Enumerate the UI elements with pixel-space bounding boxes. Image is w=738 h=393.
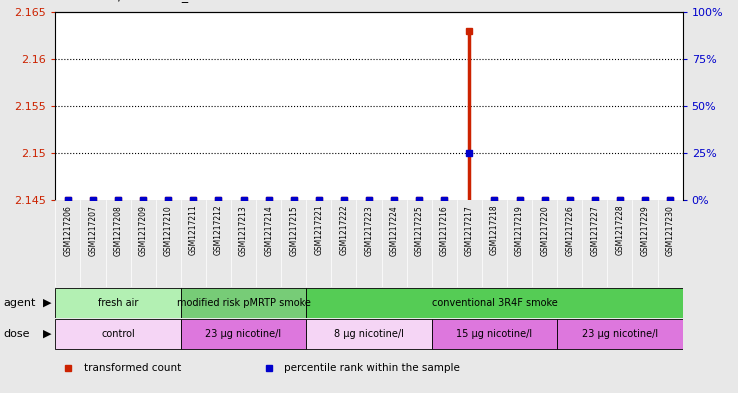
- Bar: [306, 288, 683, 318]
- Text: GSM1217207: GSM1217207: [89, 205, 97, 255]
- Text: GSM1217227: GSM1217227: [590, 205, 599, 255]
- Bar: [55, 288, 181, 318]
- Text: conventional 3R4F smoke: conventional 3R4F smoke: [432, 298, 557, 308]
- Text: 23 μg nicotine/l: 23 μg nicotine/l: [582, 329, 658, 339]
- Text: fresh air: fresh air: [98, 298, 138, 308]
- Text: 15 μg nicotine/l: 15 μg nicotine/l: [456, 329, 533, 339]
- Text: GSM1217216: GSM1217216: [440, 205, 449, 255]
- Text: GSM1217214: GSM1217214: [264, 205, 273, 255]
- Text: dose: dose: [4, 329, 30, 339]
- Bar: [55, 319, 181, 349]
- Text: ▶: ▶: [43, 298, 52, 308]
- Text: GSM1217213: GSM1217213: [239, 205, 248, 255]
- Text: modified risk pMRTP smoke: modified risk pMRTP smoke: [176, 298, 311, 308]
- Text: GSM1217212: GSM1217212: [214, 205, 223, 255]
- Bar: [181, 288, 306, 318]
- Text: GSM1217218: GSM1217218: [490, 205, 499, 255]
- Text: GSM1217224: GSM1217224: [390, 205, 399, 255]
- Text: GSM1217206: GSM1217206: [63, 205, 72, 255]
- Text: GSM1217229: GSM1217229: [641, 205, 649, 255]
- Text: GSM1217217: GSM1217217: [465, 205, 474, 255]
- Text: GSM1217215: GSM1217215: [289, 205, 298, 255]
- Bar: [306, 319, 432, 349]
- Text: GSM1217219: GSM1217219: [515, 205, 524, 255]
- Text: 8 μg nicotine/l: 8 μg nicotine/l: [334, 329, 404, 339]
- Text: GSM1217210: GSM1217210: [164, 205, 173, 255]
- Text: GSM1217209: GSM1217209: [139, 205, 148, 255]
- Text: GSM1217220: GSM1217220: [540, 205, 549, 255]
- Bar: [181, 319, 306, 349]
- Text: GSM1217208: GSM1217208: [114, 205, 123, 255]
- Text: GSM1217225: GSM1217225: [415, 205, 424, 255]
- Text: GSM1217226: GSM1217226: [565, 205, 574, 255]
- Text: agent: agent: [4, 298, 36, 308]
- Text: GSM1217211: GSM1217211: [189, 205, 198, 255]
- Text: percentile rank within the sample: percentile rank within the sample: [284, 363, 461, 373]
- Text: GSM1217230: GSM1217230: [666, 205, 675, 255]
- Text: GDS5063 / 1377256_at: GDS5063 / 1377256_at: [55, 0, 201, 2]
- Text: transformed count: transformed count: [83, 363, 181, 373]
- Text: GSM1217228: GSM1217228: [615, 205, 624, 255]
- Text: 23 μg nicotine/l: 23 μg nicotine/l: [205, 329, 282, 339]
- Text: control: control: [101, 329, 135, 339]
- Text: GSM1217221: GSM1217221: [314, 205, 323, 255]
- Text: ▶: ▶: [43, 329, 52, 339]
- Bar: [557, 319, 683, 349]
- Bar: [432, 319, 557, 349]
- Text: GSM1217223: GSM1217223: [365, 205, 373, 255]
- Text: GSM1217222: GSM1217222: [339, 205, 348, 255]
